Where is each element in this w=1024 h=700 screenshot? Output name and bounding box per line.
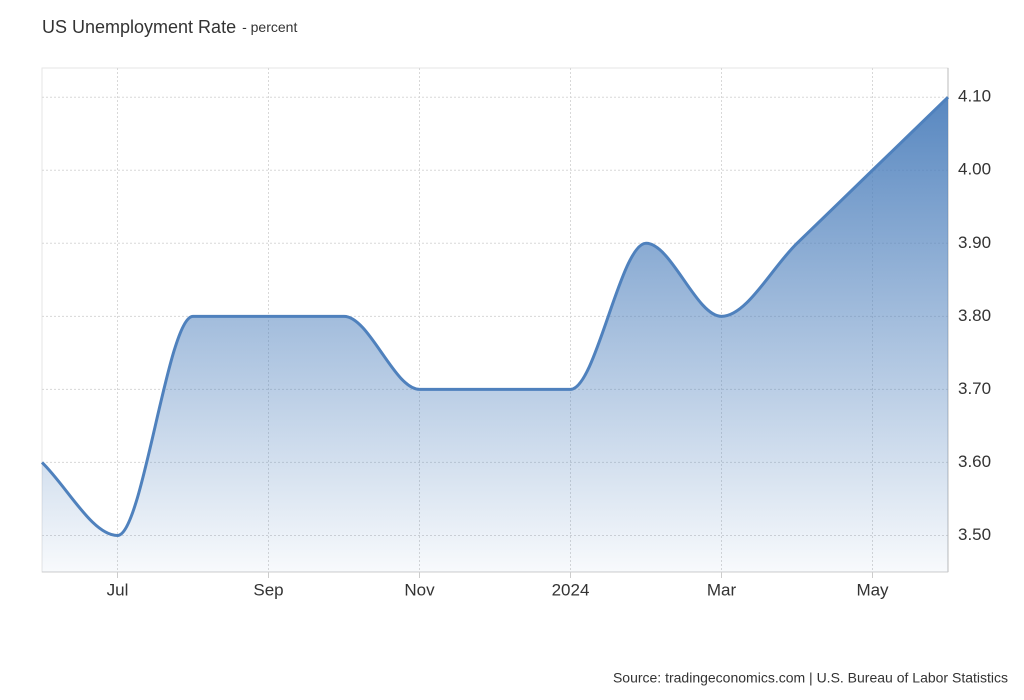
source: Source: tradingeconomics.com | U.S. Bure…: [613, 670, 1008, 686]
y-tick-label: 3.50: [958, 525, 991, 544]
area: [42, 97, 948, 572]
x-tick-label: Mar: [707, 580, 737, 599]
x-tick-label: Jul: [107, 580, 129, 599]
x-tick-label: May: [856, 580, 889, 599]
x-tick-label: Nov: [404, 580, 435, 599]
y-tick-label: 3.90: [958, 233, 991, 252]
y-tick-label: 4.10: [958, 87, 991, 106]
line: [40, 96, 950, 537]
x-tick-label: 2024: [552, 580, 590, 599]
y-tick-label: 4.00: [958, 160, 991, 179]
chart-title: US Unemployment Rate - percent: [42, 17, 297, 37]
y-tick-label: 3.80: [958, 306, 991, 325]
title: US Unemployment Rate: [42, 17, 236, 37]
y-tick-label: 3.60: [958, 452, 991, 471]
subtitle: - percent: [242, 19, 297, 35]
x-tick-label: Sep: [253, 580, 283, 599]
y-tick-label: 3.70: [958, 379, 991, 398]
